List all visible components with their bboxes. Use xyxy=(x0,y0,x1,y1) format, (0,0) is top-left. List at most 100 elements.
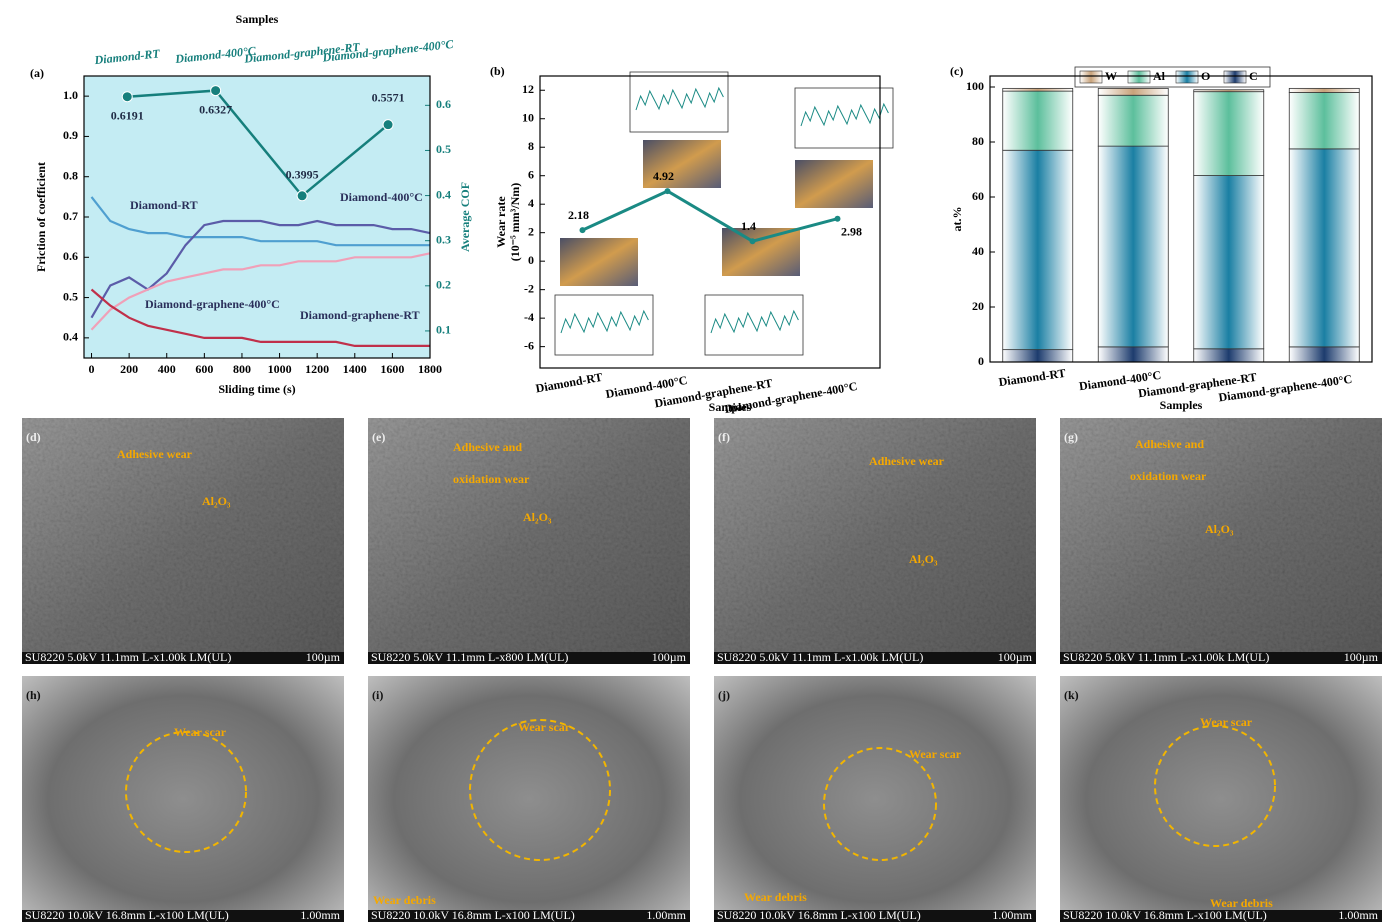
bar-segment xyxy=(1003,88,1073,91)
sem-footer-text: SU8220 5.0kV 11.1mm L-x1.00k LM(UL) xyxy=(717,650,923,664)
wear-point xyxy=(750,238,756,244)
sem-image xyxy=(368,418,690,664)
legend-swatch xyxy=(1128,71,1150,83)
average-label: 0.6191 xyxy=(111,108,144,122)
annotation: Adhesive and xyxy=(1135,437,1204,451)
sem-image xyxy=(714,676,1036,922)
y-tick-label: 10 xyxy=(522,110,534,124)
bar-segment xyxy=(1098,347,1168,362)
sem-footer-text: SU8220 10.0kV 16.8mm L-x100 LM(UL) xyxy=(717,908,921,922)
sem-scale: 100µm xyxy=(652,650,687,664)
y-tick-label: 100 xyxy=(966,79,984,93)
x-tick-label: 1400 xyxy=(343,362,367,376)
x-tick-label: Diamond-RT xyxy=(998,366,1067,389)
x-tick-label: 600 xyxy=(195,362,213,376)
annotation: Adhesive wear xyxy=(869,454,945,468)
panel-label: (b) xyxy=(490,64,505,78)
y-tick-label: 1.0 xyxy=(63,88,78,102)
panel-label: (c) xyxy=(950,64,963,78)
micrograph: SU8220 10.0kV 16.8mm L-x100 LM(UL)1.00mm… xyxy=(1060,676,1382,922)
annotation: Wear debris xyxy=(1210,896,1273,910)
y-tick-label: -4 xyxy=(524,310,534,324)
surface-inset xyxy=(722,228,800,276)
annotation: Wear scar xyxy=(1200,715,1253,729)
y2-tick-label: 0.5 xyxy=(436,142,451,156)
bar-segment xyxy=(1003,91,1073,150)
x-tick-label: Diamond-RT xyxy=(535,370,604,396)
bar-segment xyxy=(1003,350,1073,362)
annotation: Wear debris xyxy=(744,890,807,904)
bar-segment xyxy=(1194,92,1264,176)
y-tick-label: -6 xyxy=(524,338,534,352)
series-label: Diamond-graphene-400°C xyxy=(145,297,280,311)
y-tick-label: 0 xyxy=(528,253,534,267)
bar-segment xyxy=(1194,349,1264,362)
micrograph: SU8220 10.0kV 16.8mm L-x100 LM(UL) 1.00mm… xyxy=(714,676,1036,922)
sem-image xyxy=(1060,676,1382,922)
sem-scale: 1.00mm xyxy=(992,908,1032,922)
sem-footer-text: SU8220 5.0kV 11.1mm L-x1.00k LM(UL) xyxy=(25,650,231,664)
y-tick-label: 80 xyxy=(972,134,984,148)
average-point xyxy=(383,120,393,130)
annotation: Wear scar xyxy=(518,720,571,734)
bar-segment xyxy=(1289,347,1359,362)
bar-segment xyxy=(1098,146,1168,347)
y-axis-title: at.% xyxy=(950,207,964,232)
x-axis-title: Samples xyxy=(709,400,752,414)
annotation: Wear debris xyxy=(373,893,436,907)
y2-tick-label: 0.6 xyxy=(436,97,451,111)
series-label: Diamond-graphene-RT xyxy=(300,308,420,322)
sem-scale: 1.00mm xyxy=(300,908,340,922)
panel-label: (g) xyxy=(1064,430,1078,444)
wear-label: 1.4 xyxy=(741,219,756,233)
annotation: Adhesive and xyxy=(453,440,522,454)
sem-footer-text: SU8220 5.0kV 11.1mm L-x1.00k LM(UL) xyxy=(1063,650,1269,664)
bar-segment xyxy=(1289,93,1359,149)
legend-swatch xyxy=(1080,71,1102,83)
legend-swatch xyxy=(1224,71,1246,83)
y-axis-title: (10⁻⁵ mm³/Nm) xyxy=(508,183,522,262)
y-tick-label: 0.4 xyxy=(63,330,78,344)
x-tick-label: 1000 xyxy=(268,362,292,376)
average-label: 0.6327 xyxy=(199,102,232,116)
bar-segment xyxy=(1194,176,1264,349)
panel-label: (d) xyxy=(26,430,41,444)
y-tick-label: 0.9 xyxy=(63,128,78,142)
y2-tick-label: 0.3 xyxy=(436,232,451,246)
x-tick-label: 1800 xyxy=(418,362,442,376)
x-tick-label: 1600 xyxy=(380,362,404,376)
y-tick-label: 0.6 xyxy=(63,249,78,263)
panel-label: (i) xyxy=(372,688,383,702)
sem-image xyxy=(368,676,690,922)
y-tick-label: 6 xyxy=(528,167,534,181)
y-tick-label: 40 xyxy=(972,244,984,258)
x-axis-title: Samples xyxy=(1160,398,1203,412)
sem-scale: 100µm xyxy=(1344,650,1379,664)
sem-footer-text: SU8220 5.0kV 11.1mm L-x800 LM(UL) xyxy=(371,650,568,664)
panel-label: (j) xyxy=(718,688,730,702)
wear-point xyxy=(665,188,671,194)
x-tick-label: 200 xyxy=(120,362,138,376)
average-point xyxy=(122,92,132,102)
y-axis-title: Wear rate xyxy=(494,196,508,248)
panel-label: (k) xyxy=(1064,688,1079,702)
micrograph: SU8220 5.0kV 11.1mm L-x1.00k LM(UL) 100µm… xyxy=(714,418,1036,664)
y2-tick-label: 0.1 xyxy=(436,323,451,337)
annotation: oxidation wear xyxy=(453,472,530,486)
y2-tick-label: 0.2 xyxy=(436,278,451,292)
y-axis-title: Friction of coefficient xyxy=(34,162,48,272)
top-axis-title: Samples xyxy=(236,12,279,26)
micrograph: SU8220 10.0kV 16.8mm L-x100 LM(UL)1.00mm… xyxy=(22,676,344,922)
bar-segment xyxy=(1289,88,1359,92)
wear-label: 2.18 xyxy=(568,208,589,222)
sem-scale: 100µm xyxy=(306,650,341,664)
x-axis-title: Sliding time (s) xyxy=(218,382,295,396)
sem-scale: 100µm xyxy=(998,650,1033,664)
y2-tick-label: 0.4 xyxy=(436,187,451,201)
y-tick-label: 0 xyxy=(978,354,984,368)
sem-image xyxy=(1060,418,1382,664)
bar-segment xyxy=(1003,150,1073,349)
y-tick-label: 20 xyxy=(972,299,984,313)
average-label: 0.3995 xyxy=(286,168,319,182)
sem-image xyxy=(22,676,344,922)
